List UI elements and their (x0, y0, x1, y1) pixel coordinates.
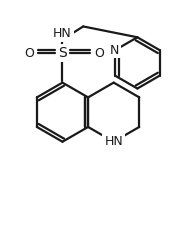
Text: HN: HN (53, 27, 72, 40)
Text: N: N (109, 43, 119, 57)
Text: S: S (58, 46, 67, 60)
Text: O: O (94, 46, 104, 60)
Text: O: O (24, 46, 34, 60)
Text: HN: HN (104, 135, 123, 148)
